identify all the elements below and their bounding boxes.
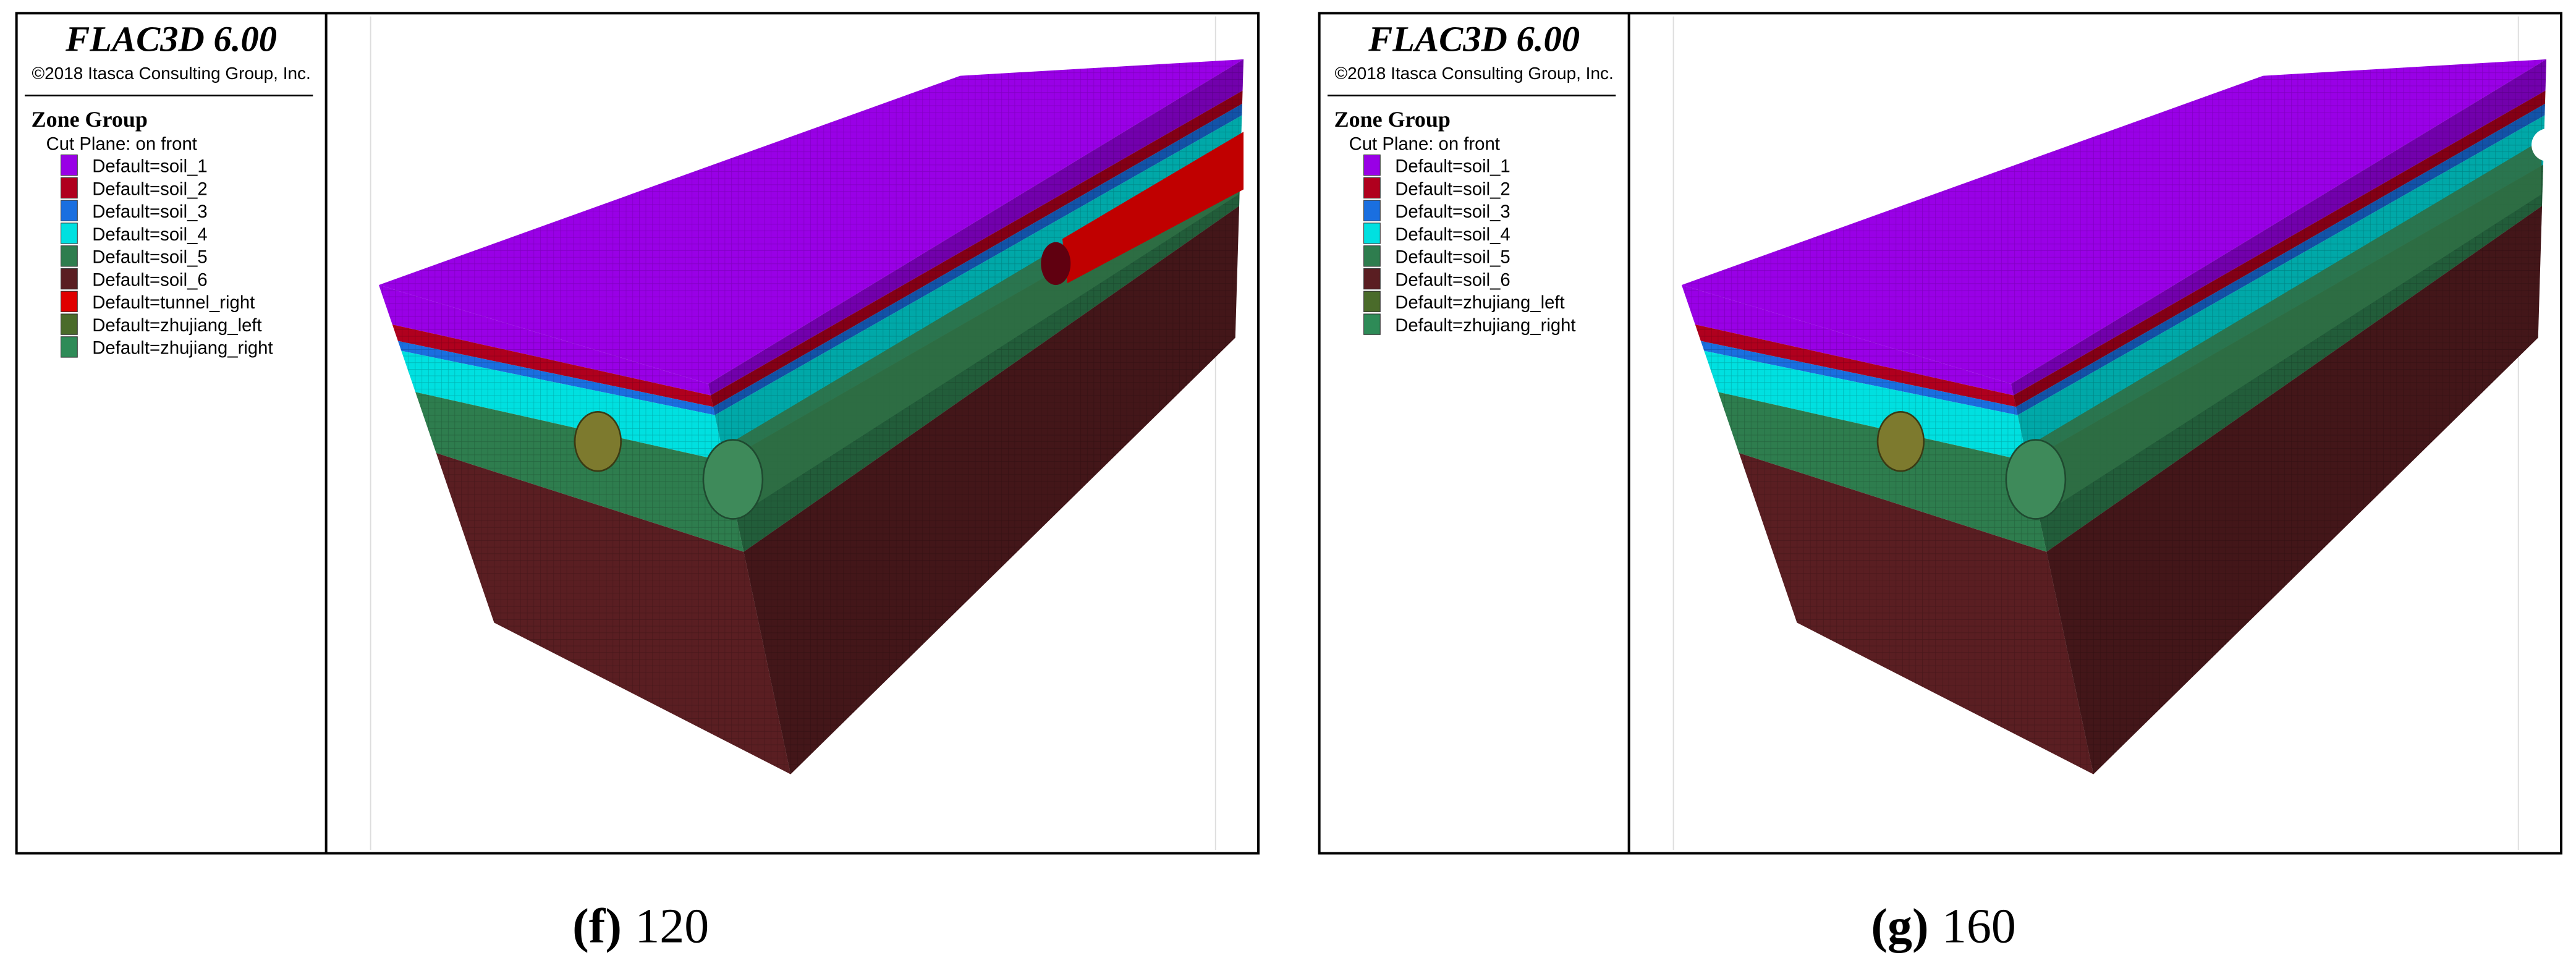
legend-title: Zone Group bbox=[32, 107, 148, 132]
mesh bbox=[1718, 392, 2047, 552]
legend-swatch bbox=[1363, 223, 1381, 244]
software-title: FLAC3D 6.00 bbox=[1368, 19, 1580, 59]
legend-label: Default=zhujiang_left bbox=[1395, 292, 1564, 313]
tunnel-right-mouth bbox=[2005, 439, 2067, 520]
mesh bbox=[744, 206, 1240, 774]
legend-label: Default=soil_4 bbox=[1395, 224, 1510, 245]
mesh bbox=[2013, 90, 2546, 407]
legend-swatch bbox=[1363, 245, 1381, 267]
legend-label: Default=soil_3 bbox=[92, 202, 207, 222]
caption-value: 160 bbox=[1942, 899, 2016, 953]
mesh bbox=[713, 103, 1242, 415]
caption-value: 120 bbox=[635, 899, 709, 953]
mesh bbox=[392, 325, 713, 407]
mesh bbox=[2046, 206, 2543, 774]
tunnel-right-tube bbox=[2035, 140, 2542, 519]
tunnel-face bbox=[1041, 242, 1071, 286]
legend-label: Default=soil_2 bbox=[92, 179, 207, 199]
tunnel-right-mouth bbox=[702, 439, 764, 520]
mesh bbox=[1704, 350, 2028, 462]
legend-swatch bbox=[1363, 155, 1381, 176]
legend-label: Default=tunnel_right bbox=[92, 292, 255, 313]
tunnel-right-lining bbox=[1062, 132, 1244, 284]
legend-label: Default=soil_4 bbox=[92, 224, 207, 245]
caption-label: (f) bbox=[572, 899, 622, 953]
mesh bbox=[1739, 452, 2094, 774]
mesh bbox=[708, 59, 1244, 396]
mesh bbox=[1681, 285, 2014, 396]
legend-swatch bbox=[61, 155, 78, 176]
tunnel-notch bbox=[2532, 128, 2548, 162]
legend-swatch bbox=[61, 336, 78, 358]
copyright: ©2018 Itasca Consulting Group, Inc. bbox=[1335, 64, 1614, 83]
mesh bbox=[378, 59, 1244, 384]
legend-label: Default=soil_5 bbox=[1395, 247, 1510, 268]
caption: (g) 160 bbox=[1871, 899, 2015, 953]
legend-label: Default=soil_6 bbox=[1395, 269, 1510, 290]
legend-swatch bbox=[61, 245, 78, 267]
legend-label: Default=soil_2 bbox=[1395, 179, 1510, 199]
copyright: ©2018 Itasca Consulting Group, Inc. bbox=[32, 64, 311, 83]
legend-label: Default=soil_1 bbox=[1395, 156, 1510, 177]
caption-label: (g) bbox=[1871, 899, 1928, 953]
legend-label: Default=soil_1 bbox=[92, 156, 207, 177]
legend-label: Default=soil_3 bbox=[1395, 202, 1510, 222]
legend-swatch bbox=[1363, 268, 1381, 290]
legend-label: Default=soil_5 bbox=[92, 247, 207, 268]
legend-swatch bbox=[61, 291, 78, 313]
legend-swatch bbox=[61, 177, 78, 199]
legend-label: Default=zhujiang_left bbox=[92, 315, 261, 336]
legend-swatch bbox=[1363, 177, 1381, 199]
caption: (f) 120 bbox=[572, 899, 709, 953]
legend-swatch bbox=[1363, 200, 1381, 221]
legend-label: Default=zhujiang_right bbox=[1395, 315, 1575, 336]
mesh bbox=[1695, 325, 2016, 407]
mesh bbox=[378, 285, 711, 396]
legend-swatch bbox=[61, 268, 78, 290]
legend-label: Default=soil_6 bbox=[92, 269, 207, 290]
mesh bbox=[1681, 59, 2547, 384]
software-title: FLAC3D 6.00 bbox=[65, 19, 277, 59]
legend-subtitle: Cut Plane: on front bbox=[46, 134, 197, 155]
mesh bbox=[710, 90, 1243, 407]
legend-swatch bbox=[61, 313, 78, 335]
legend-label: Default=zhujiang_right bbox=[92, 338, 273, 358]
panel: FLAC3D 6.00 ©2018 Itasca Consulting Group… bbox=[15, 12, 1260, 953]
panel: FLAC3D 6.00 ©2018 Itasca Consulting Group… bbox=[1318, 12, 2563, 953]
tunnel-left-mouth bbox=[574, 410, 622, 472]
legend-swatch bbox=[61, 200, 78, 221]
legend-subtitle: Cut Plane: on front bbox=[1349, 134, 1500, 155]
legend-swatch bbox=[1363, 313, 1381, 335]
mesh bbox=[401, 350, 725, 462]
mesh bbox=[436, 452, 791, 774]
legend-title: Zone Group bbox=[1334, 107, 1451, 132]
mesh bbox=[415, 392, 744, 552]
tunnel-left-mouth bbox=[1876, 410, 1925, 472]
mesh bbox=[397, 341, 715, 415]
mesh bbox=[1700, 341, 2018, 415]
legend-swatch bbox=[61, 223, 78, 244]
legend-swatch bbox=[1363, 291, 1381, 313]
mesh bbox=[2015, 103, 2545, 415]
mesh bbox=[2010, 59, 2547, 396]
